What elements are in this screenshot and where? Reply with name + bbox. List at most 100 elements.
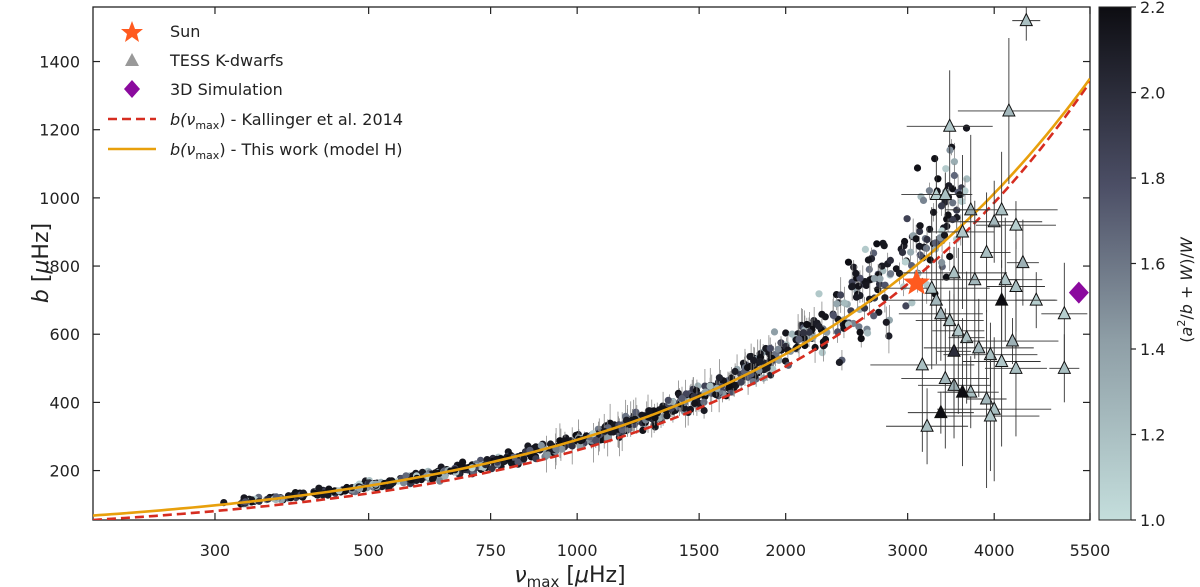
tess-point <box>1002 102 1016 117</box>
special-points-layer <box>903 269 1089 304</box>
tess-point <box>994 353 1009 367</box>
kepler-point <box>766 344 774 352</box>
kepler-point <box>592 436 600 444</box>
x-tick-label: 750 <box>475 541 506 560</box>
kepler-point <box>520 455 528 463</box>
model-curves-layer <box>93 77 1090 520</box>
kepler-point <box>833 300 841 308</box>
kepler-point <box>961 187 969 195</box>
kepler-point <box>950 158 959 166</box>
tess-point <box>942 312 957 327</box>
legend-item-this-work: b(νmax) - This work (model H) <box>108 140 403 162</box>
kepler-point <box>895 269 904 277</box>
kepler-point <box>805 328 813 336</box>
kepler-point <box>902 302 910 310</box>
kepler-point <box>958 197 966 206</box>
kepler-point <box>782 329 790 337</box>
y-tick-label: 1400 <box>39 53 80 72</box>
y-axis-label: b [μHz] <box>29 223 54 303</box>
kepler-point <box>919 196 928 204</box>
kepler-point <box>537 441 545 450</box>
tess-point <box>1009 360 1023 374</box>
kepler-point <box>901 258 910 266</box>
kepler-point <box>855 323 863 331</box>
kepler-point <box>875 280 884 288</box>
kepler-point <box>803 320 811 329</box>
kepler-point <box>861 245 870 253</box>
colorbar-tick-label: 2.0 <box>1140 84 1165 103</box>
tess-point <box>967 271 982 286</box>
colorbar-tick-label: 1.4 <box>1140 340 1165 359</box>
y-axis: 200 400 600 800 1000 1200 1400 <box>39 53 1090 481</box>
kepler-point <box>712 390 720 399</box>
kepler-point <box>756 357 764 366</box>
kepler-point <box>864 329 872 337</box>
kepler-point <box>916 251 924 259</box>
kepler-point <box>815 322 823 331</box>
colorbar-label: (a2/b + W)/W <box>1175 236 1196 343</box>
tess-point <box>998 271 1013 286</box>
star-icon <box>121 21 143 42</box>
tess-point <box>979 244 994 258</box>
tess-point <box>1009 217 1023 231</box>
kepler-point <box>558 445 566 453</box>
kepler-point <box>898 248 907 256</box>
tess-point <box>987 213 1002 228</box>
kepler-point <box>907 248 915 256</box>
kepler-point <box>945 182 953 190</box>
kepler-point <box>747 362 755 370</box>
legend-item-sun: Sun <box>121 21 200 42</box>
colorbar <box>1098 6 1132 521</box>
diamond-icon <box>124 80 140 98</box>
kepler-point <box>459 458 467 466</box>
tess-point <box>1005 332 1020 347</box>
kepler-point <box>795 335 803 343</box>
tess-point <box>1057 305 1072 320</box>
tess-point <box>929 186 944 200</box>
kepler-point <box>436 477 444 485</box>
kepler-point <box>844 258 853 266</box>
kepler-point <box>949 199 957 207</box>
kepler-point <box>664 396 672 404</box>
colorbar-axis: 1.0 1.2 1.4 1.6 1.8 2.0 2.2 <box>1131 0 1165 530</box>
kepler-point <box>774 345 782 353</box>
tess-point <box>1009 278 1023 293</box>
tess-point <box>979 390 994 405</box>
legend-item-simulation: 3D Simulation <box>124 80 283 99</box>
kepler-point <box>700 406 708 415</box>
kepler-point <box>856 328 864 336</box>
colorbar-tick-label: 1.2 <box>1140 426 1165 445</box>
kepler-point <box>682 390 690 398</box>
kepler-point <box>864 256 873 264</box>
kepler-point <box>645 407 653 415</box>
tess-point <box>983 407 998 422</box>
kepler-point <box>855 282 863 290</box>
kepler-point <box>963 175 971 183</box>
tess-point <box>951 322 966 337</box>
kepler-point <box>934 175 942 183</box>
kepler-point <box>848 283 856 291</box>
simulation-point <box>1068 281 1089 304</box>
x-tick-label: 1000 <box>557 541 598 560</box>
tess-point <box>1016 254 1030 269</box>
x-axis-label: νmax [μHz] <box>514 563 625 587</box>
kepler-point <box>840 299 849 307</box>
kepler-point <box>731 367 739 376</box>
kepler-point <box>946 252 954 261</box>
tess-point <box>955 384 970 398</box>
tess-point <box>1057 360 1072 374</box>
tess-point <box>929 292 944 306</box>
kepler-point <box>770 328 779 336</box>
kepler-point <box>750 356 758 364</box>
tess-point <box>924 280 939 294</box>
y-tick-label: 400 <box>49 393 80 412</box>
tess-point <box>947 343 961 357</box>
kepler-point <box>885 332 893 340</box>
kepler-point <box>870 275 879 283</box>
kepler-point <box>815 290 823 298</box>
legend-item-tess: TESS K-dwarfs <box>125 51 283 70</box>
tess-point <box>994 292 1009 306</box>
kepler-point <box>908 299 916 307</box>
colorbar-tick-label: 2.2 <box>1140 0 1165 17</box>
kepler-point <box>514 458 522 466</box>
